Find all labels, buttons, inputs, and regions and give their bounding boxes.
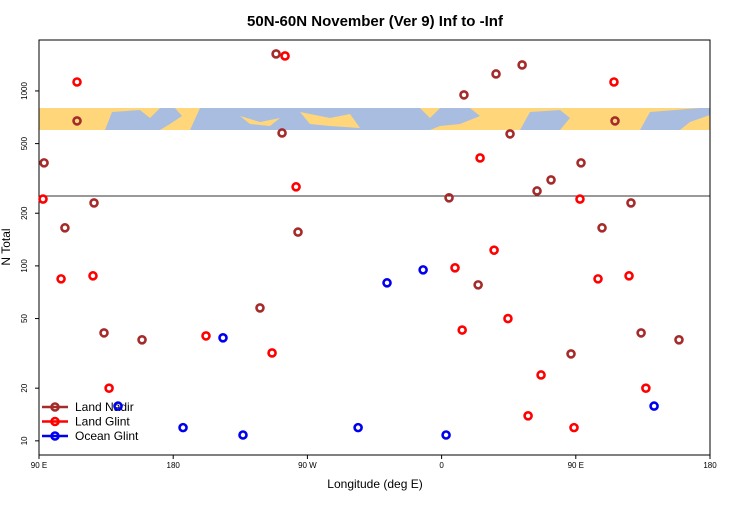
point — [674, 335, 684, 345]
point — [450, 263, 460, 273]
point — [569, 422, 579, 433]
y-tick-label: 50 — [20, 314, 29, 323]
map-sea — [300, 112, 360, 128]
point — [610, 116, 620, 126]
point — [523, 411, 533, 421]
point — [489, 245, 499, 255]
point — [505, 129, 515, 139]
point — [88, 271, 98, 281]
map-land — [520, 110, 570, 130]
legend-marker — [50, 402, 60, 412]
x-tick-label: 90 E — [31, 461, 47, 470]
legend-label: Ocean Glint — [75, 429, 139, 443]
point — [457, 325, 467, 335]
x-tick-label: 0 — [439, 461, 444, 470]
legend-label: Land Nadir — [75, 400, 134, 414]
y-tick-label: 10 — [20, 436, 29, 445]
point — [444, 193, 454, 203]
point — [267, 348, 277, 358]
point — [56, 274, 66, 284]
point — [503, 313, 513, 324]
point — [609, 77, 619, 87]
point — [546, 175, 556, 185]
point — [201, 331, 211, 341]
point — [89, 198, 99, 208]
point — [277, 128, 287, 138]
point — [593, 274, 603, 284]
y-axis-label: N Total — [0, 228, 13, 265]
point — [39, 158, 49, 168]
map-land — [640, 108, 710, 130]
legend-marker — [50, 431, 60, 441]
point — [517, 60, 527, 70]
legend-label: Land Glint — [75, 415, 130, 429]
point — [459, 90, 469, 100]
y-tick-label: 500 — [20, 136, 29, 150]
point — [38, 194, 48, 204]
point — [218, 333, 228, 343]
map-band — [39, 108, 710, 130]
x-axis-label: Longitude (deg E) — [327, 477, 422, 491]
point — [280, 51, 290, 61]
point — [536, 370, 546, 380]
point — [641, 383, 651, 393]
legend-marker — [50, 416, 60, 427]
point — [473, 280, 483, 290]
point — [626, 198, 636, 208]
chart-title: 50N-60N November (Ver 9) Inf to -Inf — [247, 13, 504, 30]
y-tick-label: 200 — [20, 206, 29, 220]
point — [441, 430, 451, 440]
point — [353, 422, 363, 433]
point — [624, 271, 634, 281]
point — [255, 303, 265, 313]
point — [238, 430, 248, 440]
x-tick-label: 90 W — [298, 461, 317, 470]
point — [636, 328, 646, 338]
point — [649, 401, 659, 411]
y-tick-label: 1000 — [20, 81, 29, 99]
point — [293, 227, 303, 237]
point — [532, 186, 542, 196]
point — [104, 383, 114, 393]
point — [113, 401, 123, 411]
x-tick-label: 180 — [167, 461, 181, 470]
point — [60, 223, 70, 233]
y-tick-label: 100 — [20, 259, 29, 273]
point — [491, 69, 501, 79]
map-land — [105, 108, 182, 130]
y-tick-label: 20 — [20, 383, 29, 392]
point — [575, 194, 585, 204]
point — [72, 77, 82, 87]
point — [475, 153, 485, 163]
map-sea — [240, 116, 280, 126]
point — [382, 278, 392, 288]
point — [566, 349, 576, 359]
point — [576, 158, 586, 168]
plot-frame — [38, 39, 711, 456]
point — [137, 335, 147, 345]
x-tick-label: 180 — [703, 461, 717, 470]
point — [597, 223, 607, 233]
point — [271, 49, 281, 59]
point — [72, 116, 82, 126]
point — [178, 422, 188, 433]
x-tick-label: 90 E — [568, 461, 584, 470]
point — [99, 328, 109, 338]
point — [418, 265, 428, 275]
point — [291, 182, 301, 192]
